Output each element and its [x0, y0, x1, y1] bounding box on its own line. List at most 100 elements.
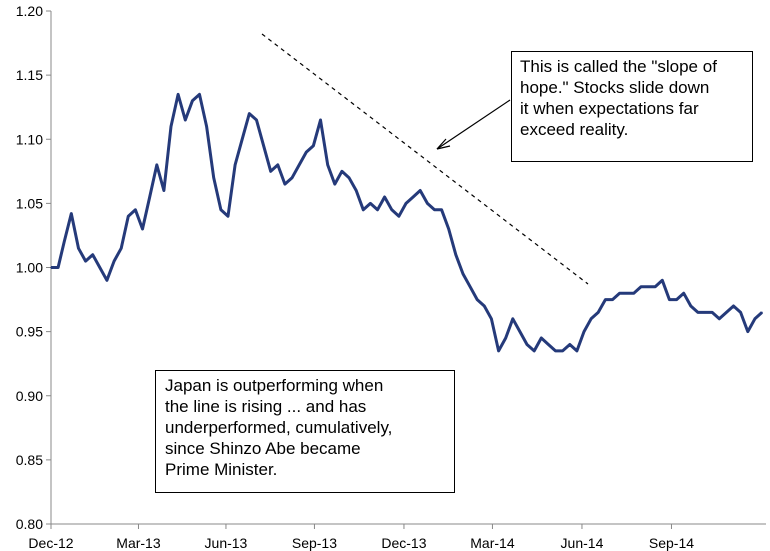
series-group: [50, 92, 764, 353]
data-point: [462, 273, 464, 275]
data-point: [597, 311, 599, 314]
data-point: [569, 343, 571, 346]
data-point: [170, 125, 172, 128]
data-point: [533, 350, 535, 352]
data-point: [675, 298, 678, 301]
data-point: [91, 253, 94, 256]
data-point: [57, 266, 59, 269]
data-point: [134, 209, 137, 211]
data-point: [334, 183, 336, 185]
data-point: [711, 311, 713, 314]
data-point: [455, 253, 457, 256]
data-point: [426, 202, 429, 205]
data-point: [319, 119, 322, 121]
data-point: [690, 305, 692, 307]
annotation-line: since Shinzo Abe became: [165, 439, 361, 458]
data-point: [369, 202, 372, 205]
x-tick-label: Jun-13: [205, 535, 248, 551]
annotation-line: underperformed, cumulatively,: [165, 418, 393, 437]
data-point: [483, 305, 486, 307]
data-point: [391, 209, 393, 211]
data-point: [419, 189, 422, 192]
data-point: [732, 305, 735, 307]
x-tick-label: Mar-13: [116, 535, 161, 551]
data-point: [383, 196, 386, 198]
data-point: [106, 279, 108, 282]
y-tick-label: 1.05: [16, 195, 43, 211]
data-point: [682, 292, 685, 295]
annotation-line: Prime Minister.: [165, 460, 278, 479]
data-point: [50, 266, 52, 269]
data-point: [127, 215, 130, 217]
data-point: [70, 212, 73, 215]
data-point: [227, 215, 229, 217]
data-point: [654, 285, 656, 288]
data-point: [191, 100, 194, 102]
data-point: [305, 151, 308, 153]
data-point: [725, 311, 728, 314]
japan-annotation: Japan is outperforming when the line is …: [155, 370, 455, 493]
data-point: [504, 337, 507, 339]
data-point: [640, 285, 642, 288]
data-point: [262, 144, 265, 147]
data-point: [583, 330, 585, 333]
data-point: [84, 260, 87, 262]
data-point: [291, 176, 293, 179]
annotation-line: exceed reality.: [520, 120, 629, 139]
data-point: [576, 350, 578, 352]
data-point: [604, 298, 607, 301]
data-point: [718, 318, 721, 320]
annotation-line: the line is rising ... and has: [165, 397, 367, 416]
data-point: [348, 176, 350, 179]
y-tick-label: 1.20: [16, 3, 43, 19]
data-point: [312, 144, 315, 147]
data-point: [298, 164, 301, 166]
data-point: [113, 260, 115, 262]
data-point: [156, 164, 158, 166]
data-point: [148, 196, 151, 198]
y-tick-label: 0.80: [16, 516, 43, 532]
x-tick-label: Mar-14: [470, 535, 515, 551]
y-tick-label: 1.15: [16, 67, 43, 83]
slope-of-hope-annotation: This is called the "slope of hope." Stoc…: [511, 51, 753, 162]
data-point: [255, 119, 258, 121]
data-point: [739, 311, 742, 314]
x-tick-label: Dec-13: [381, 535, 426, 551]
data-point: [490, 318, 493, 320]
x-tick-label: Sep-13: [292, 535, 337, 551]
x-tick-label: Sep-14: [649, 535, 694, 551]
data-point: [747, 330, 749, 333]
data-point: [248, 112, 251, 115]
data-point: [526, 343, 528, 346]
data-point: [540, 337, 543, 339]
data-point: [355, 189, 358, 192]
data-point: [163, 189, 165, 192]
data-point: [661, 279, 664, 282]
annotation-line: This is called the "slope of: [520, 57, 717, 76]
data-point: [512, 318, 514, 320]
data-point: [447, 228, 450, 230]
annotation-line: Japan is outperforming when: [165, 376, 384, 395]
data-point: [376, 209, 379, 211]
data-point: [440, 209, 443, 211]
data-point: [412, 196, 414, 198]
data-point: [497, 350, 500, 352]
data-point: [668, 298, 671, 301]
data-point: [469, 285, 471, 288]
data-point: [63, 241, 65, 243]
data-point: [99, 266, 101, 269]
y-tick-label: 0.95: [16, 324, 43, 340]
data-point: [205, 125, 208, 128]
data-point: [184, 119, 187, 121]
data-point: [618, 292, 621, 295]
data-point: [590, 318, 592, 320]
data-point: [647, 285, 649, 288]
data-point: [177, 93, 179, 96]
tick-labels: 0.80 0.85 0.90 0.95 1.00 1.05 1.10 1.15 1.20 Dec-…: [16, 3, 695, 551]
data-point: [241, 138, 243, 140]
data-point: [633, 292, 635, 295]
data-point: [704, 311, 706, 314]
data-point: [547, 343, 550, 346]
data-point: [554, 350, 557, 352]
